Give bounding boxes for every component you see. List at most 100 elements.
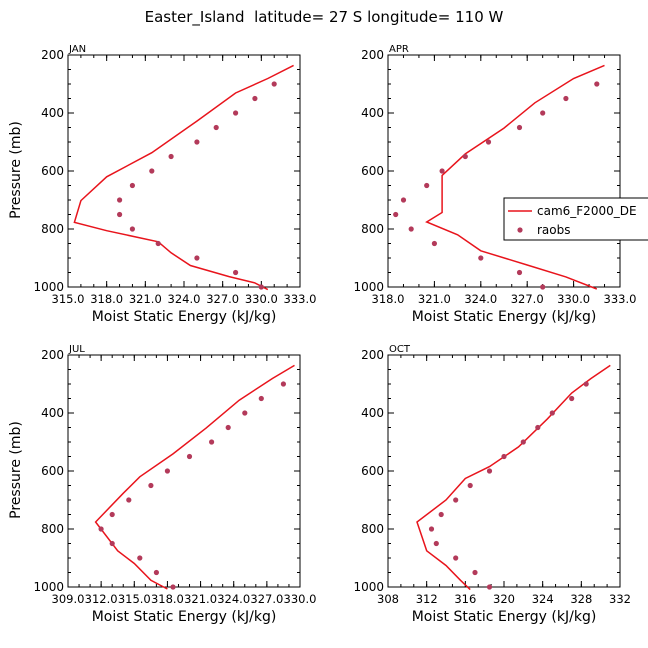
obs-point-jan-3 (213, 124, 219, 131)
xtick-label-jul-1: 312.0 (85, 592, 118, 606)
obs-point-apr-10 (408, 226, 414, 232)
xtick-label-apr-0: 318.0 (372, 292, 405, 306)
legend-obs-label: raobs (537, 223, 571, 237)
panel-oct: OCT 308 312 316 320 324 328 332 200 400 600 800 1000… (353, 344, 631, 625)
obs-point-jan-8 (117, 197, 123, 203)
xtick-label-apr-2: 324.0 (464, 292, 497, 306)
ytick-label-oct-3: 800 (361, 522, 384, 536)
xtick-label-apr-1: 321.0 (418, 292, 451, 306)
axes-frame-oct (387, 354, 621, 588)
obs-point-oct-13 (472, 569, 478, 576)
obs-point-apr-5 (462, 153, 468, 160)
xtick-label-jul-4: 321.0 (184, 592, 217, 606)
axes-frame-apr (387, 54, 621, 288)
ylabel-bottom: Pressure (mb) (8, 421, 24, 519)
obs-point-jul-6 (164, 468, 170, 474)
xtick-label-jan-2: 321.0 (129, 292, 162, 306)
panel-apr: APR 318.0 321.0 324.0 327.0 330.0 333.0 200 400 6… (353, 44, 636, 325)
ytick-label-oct-1: 400 (361, 406, 384, 420)
obs-point-oct-14 (486, 584, 493, 590)
obs-point-oct-5 (501, 453, 507, 460)
xtick-label-jul-5: 324.0 (217, 592, 250, 606)
obs-point-apr-14 (540, 284, 546, 290)
obs-point-oct-1 (569, 395, 575, 402)
panel-title-apr: APR (389, 44, 409, 55)
obs-point-jan-9 (117, 211, 123, 218)
obs-point-jul-0 (280, 381, 286, 387)
obs-point-oct-0 (583, 381, 589, 387)
ytick-label-apr-0: 200 (361, 48, 384, 62)
xtick-label-oct-5: 328 (570, 592, 592, 606)
xtick-label-oct-2: 316 (454, 592, 476, 606)
panel-title-oct: OCT (389, 344, 411, 355)
xtick-label-jul-0: 309.0 (52, 592, 85, 606)
obs-point-jan-11 (155, 240, 161, 247)
obs-point-jan-4 (194, 139, 200, 145)
xtick-label-oct-1: 312 (416, 592, 438, 606)
obs-point-jan-14 (258, 284, 264, 290)
ytick-label-jul-0: 200 (41, 348, 64, 362)
obs-point-apr-8 (400, 197, 407, 203)
panel-title-jul: JUL (68, 344, 85, 355)
obs-point-jul-14 (170, 584, 176, 590)
ytick-label-jul-1: 400 (41, 406, 64, 420)
ytick-label-jan-3: 800 (41, 222, 64, 236)
obs-point-jan-10 (129, 226, 135, 232)
xtick-label-jan-6: 333.0 (284, 292, 317, 306)
legend-model-label: cam6_F2000_DE (537, 204, 637, 218)
obs-point-apr-6 (439, 168, 445, 174)
obs-point-apr-3 (516, 124, 523, 131)
axes-frame-jan (67, 54, 301, 288)
obs-point-oct-7 (467, 482, 473, 489)
obs-point-oct-6 (486, 468, 493, 474)
model-line-jul (94, 364, 295, 590)
obs-point-jan-0 (271, 81, 277, 87)
xtick-label-apr-5: 333.0 (604, 292, 637, 306)
obs-point-apr-9 (393, 211, 399, 218)
xtick-label-apr-4: 330.0 (557, 292, 590, 306)
obs-point-apr-1 (563, 95, 569, 102)
axes-frame-jul (67, 354, 301, 588)
xtick-label-oct-4: 324 (532, 592, 554, 606)
xtick-label-jul-2: 315.0 (118, 592, 151, 606)
model-line-jan (73, 64, 294, 291)
xlabel-jan: Moist Static Energy (kJ/kg) (92, 309, 277, 325)
obs-point-oct-2 (549, 410, 555, 416)
xtick-label-jan-1: 318.0 (90, 292, 123, 306)
obs-point-jan-5 (168, 153, 174, 160)
obs-point-oct-12 (453, 555, 459, 561)
legend-obs-marker (517, 227, 523, 233)
legend-box (503, 197, 648, 241)
ytick-label-oct-0: 200 (361, 348, 384, 362)
ytick-label-jul-4: 1000 (33, 580, 64, 594)
obs-point-oct-11 (433, 540, 439, 547)
panel-jul: JUL 309.0 312.0 315.0 318.0 321.0 324.0 327.0 33… (33, 344, 316, 625)
ytick-label-jan-2: 600 (41, 164, 64, 178)
xlabel-oct: Moist Static Energy (kJ/kg) (412, 609, 597, 625)
obs-point-jan-1 (252, 95, 258, 102)
ytick-label-apr-4: 1000 (353, 280, 384, 294)
obs-point-jul-5 (186, 453, 193, 460)
obs-point-jul-8 (126, 497, 132, 503)
obs-point-jan-7 (129, 182, 135, 189)
obs-point-apr-7 (424, 182, 430, 189)
xlabel-jul: Moist Static Energy (kJ/kg) (92, 609, 277, 625)
obs-point-jul-10 (98, 526, 104, 532)
obs-point-oct-8 (453, 497, 459, 503)
ytick-label-apr-1: 400 (361, 106, 384, 120)
ytick-label-apr-2: 600 (361, 164, 384, 178)
obs-point-jul-2 (242, 410, 248, 416)
xtick-label-jan-0: 315.0 (52, 292, 85, 306)
obs-point-apr-4 (485, 139, 492, 145)
xtick-label-jan-4: 327.0 (206, 292, 239, 306)
obs-point-jul-7 (148, 482, 154, 489)
obs-point-jul-1 (258, 395, 264, 402)
legend: cam6_F2000_DE raobs (503, 197, 648, 241)
obs-point-jan-2 (233, 110, 239, 116)
ytick-label-jul-3: 800 (41, 522, 64, 536)
ylabel-top: Pressure (mb) (8, 121, 24, 219)
xtick-label-jul-3: 318.0 (151, 592, 184, 606)
obs-point-jul-13 (153, 569, 159, 576)
